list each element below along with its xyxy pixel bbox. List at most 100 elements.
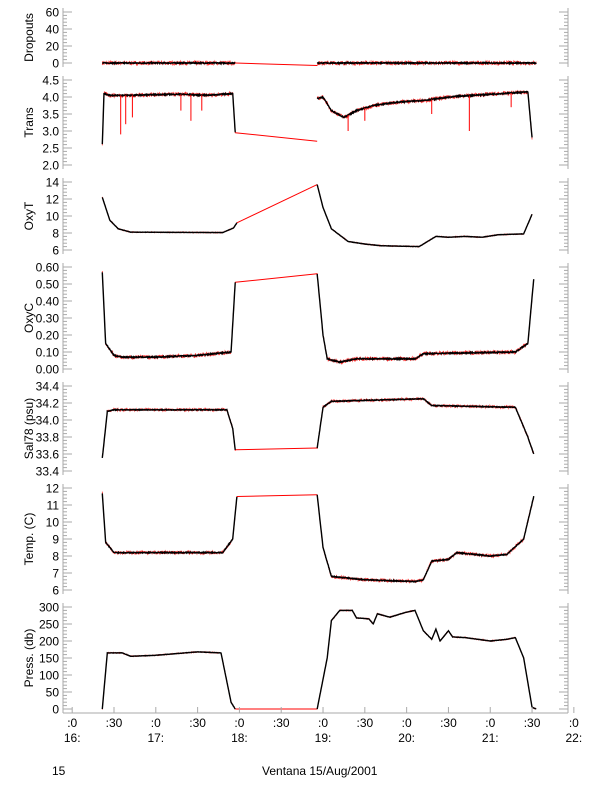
y-tick-label: 20 [46,40,60,54]
y-axis-label-temp: Temp. (C) [22,513,36,566]
raw-series-sal78-1 [101,407,236,458]
y-tick-label: 40 [46,23,60,37]
series-temp-1 [101,493,238,555]
raw-series-oxyt-2 [316,184,533,249]
gap-line-temp [236,494,318,497]
series-dropouts-1 [101,60,236,66]
y-tick-label: 34.0 [36,414,60,428]
x-tick-label-minute: :30 [106,716,123,730]
gap-line-dropouts [235,62,318,67]
y-axis-label-oxyt: OxyT [22,201,36,230]
raw-series-oxyc-1 [101,270,236,360]
x-tick-label-hour: 18: [231,731,248,745]
y-axis-label-oxyc: OxyC [22,303,36,333]
series-dropouts-2 [316,60,537,66]
y-tick-label: 0.30 [36,312,60,326]
y-tick-label: 9 [52,533,59,547]
y-tick-label: 250 [39,618,59,632]
series-oxyc-2 [316,273,535,365]
y-tick-label: 0.60 [36,261,60,275]
y-tick-label: 8 [52,227,59,241]
y-tick-label: 10 [46,516,60,530]
x-tick-label-minute: :0 [402,716,412,730]
raw-series-press-1 [101,650,236,710]
y-tick-label: 6 [52,244,59,258]
y-tick-label: 11 [47,499,60,513]
x-tick-label-hour: 22: [566,731,583,745]
series-press-2 [316,609,537,710]
y-tick-label: 4.0 [42,91,59,105]
y-tick-label: 0.50 [36,278,60,292]
x-tick-label-minute: :0 [151,716,161,730]
x-tick-label-minute: :30 [440,716,457,730]
y-tick-label: 100 [39,669,59,683]
x-tick-label-minute: :0 [569,716,579,730]
series-oxyc-1 [101,272,236,360]
x-tick-label-hour: 19: [315,731,332,745]
raw-series-temp-1 [101,491,238,556]
gap-line-oxyc [235,273,318,283]
y-tick-label: 2.5 [42,142,59,156]
y-axis-label-sal78: Sal78 (psu) [22,398,36,459]
y-tick-label: 0.00 [36,363,60,377]
x-tick-label-hour: 17: [147,731,164,745]
raw-series-temp-2 [316,494,535,584]
y-tick-label: 0.40 [36,295,60,309]
x-tick-label-minute: :30 [189,716,206,730]
y-tick-label: 8 [52,550,59,564]
y-tick-label: 50 [46,686,60,700]
y-tick-label: 3.0 [42,125,59,139]
series-press-1 [101,651,236,710]
x-tick-label-hour: 21: [482,731,499,745]
y-tick-label: 300 [39,601,59,615]
y-tick-label: 10 [46,210,60,224]
y-tick-label: 33.8 [36,431,60,445]
series-sal78-1 [101,408,236,458]
y-tick-label: 150 [39,652,59,666]
x-tick-label-hour: 20: [398,731,415,745]
y-tick-label: 0.20 [36,329,60,343]
y-tick-label: 7 [52,567,59,581]
y-tick-label: 0.10 [36,346,60,360]
x-tick-label-minute: :0 [318,716,328,730]
x-tick-label-minute: :0 [485,716,495,730]
gap-line-oxyt [236,184,318,224]
x-tick-label-minute: :30 [524,716,541,730]
series-temp-2 [316,494,535,584]
day-label: 15 [52,764,66,778]
raw-series-press-2 [316,609,537,710]
y-tick-label: 0 [52,703,59,717]
y-tick-label: 60 [46,6,60,20]
gap-line-trans [235,132,318,142]
raw-series-sal78-2 [316,396,535,454]
y-tick-label: 12 [46,193,60,207]
series-oxyt-1 [101,197,238,234]
y-tick-label: 200 [39,635,59,649]
y-tick-label: 33.4 [36,465,60,479]
gap-line-sal78 [235,447,318,451]
series-trans-2 [316,90,533,138]
raw-series-oxyt-1 [101,196,238,234]
series-trans-1 [101,91,236,145]
x-tick-label-hour: 16: [64,731,81,745]
y-axis-label-press: Press. (db) [22,629,36,688]
y-tick-label: 6 [52,584,59,598]
x-axis-title: Ventana 15/Aug/2001 [262,764,378,778]
y-tick-label: 34.2 [36,397,60,411]
raw-series-trans-1 [101,90,236,146]
x-tick-label-minute: :30 [273,716,290,730]
y-tick-label: 33.6 [36,448,60,462]
x-tick-label-minute: :30 [356,716,373,730]
raw-series-oxyc-2 [316,273,535,365]
y-tick-label: 2.0 [42,159,59,173]
y-tick-label: 4.5 [42,74,59,88]
y-axis-label-trans: Trans [22,107,36,137]
series-sal78-2 [316,397,535,455]
y-tick-label: 0 [52,57,59,71]
y-axis-label-dropouts: Dropouts [22,13,36,62]
series-oxyt-2 [316,184,533,248]
y-tick-label: 34.4 [36,380,60,394]
y-tick-label: 3.5 [42,108,59,122]
